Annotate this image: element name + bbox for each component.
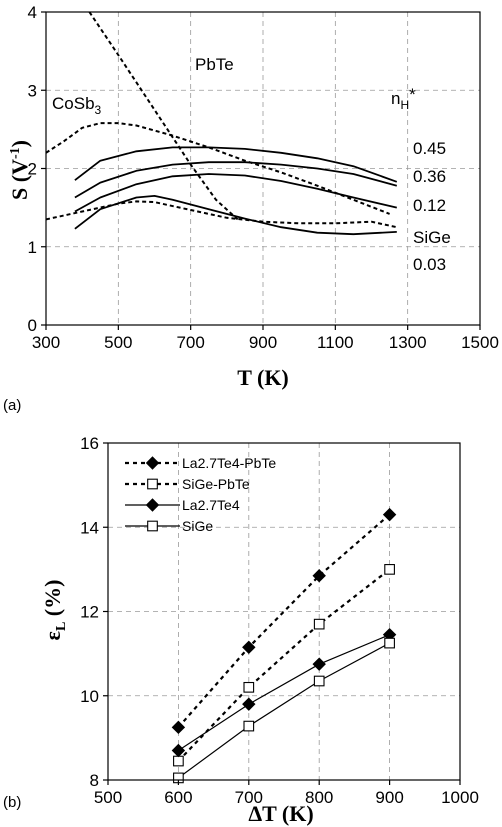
- panel-b-data-point: [243, 720, 255, 732]
- panel-a-y-tick-label: 2: [28, 160, 37, 179]
- panel-b-x-tick-label: 1000: [441, 788, 479, 807]
- legend-marker: [145, 498, 160, 512]
- label-nh-0-45: 0.45: [413, 139, 446, 158]
- legend-marker: [145, 456, 160, 470]
- legend-label: SiGe: [182, 518, 213, 534]
- label-nh-0-12: 0.12: [413, 196, 446, 215]
- panel-a-series-line-6: [88, 12, 239, 221]
- panel-a-y-tick-label: 0: [28, 316, 37, 335]
- legend-entry-2: SiGe-PbTe: [125, 476, 250, 492]
- panel-a-y-ticks: 0 1 2 3 4: [28, 3, 46, 335]
- panel-b-x-axis-label: ΔT (K): [248, 801, 313, 826]
- legend-entry-3: La2.7Te4: [125, 497, 240, 513]
- label-nh-0-36: 0.36: [413, 167, 446, 186]
- panel-a-x-tick-label: 900: [249, 333, 277, 352]
- legend-label: La2.7Te4: [182, 497, 240, 513]
- panel-a-series-line-4: [74, 194, 397, 236]
- panel-a-x-tick-label: 700: [176, 333, 204, 352]
- panel-b-data-point: [313, 618, 325, 630]
- panel-b-y-tick-label: 8: [90, 771, 99, 790]
- legend-marker: [147, 520, 158, 532]
- panel-a-x-tick-label: 500: [104, 333, 132, 352]
- panel-a-x-tick-label: 300: [32, 333, 60, 352]
- panel-a-y-tick-label: 1: [28, 238, 37, 257]
- panel-b-data-point: [312, 657, 326, 671]
- legend-label: La2.7Te4-PbTe: [182, 455, 276, 471]
- label-sige: SiGe: [413, 228, 451, 247]
- panel-b-y-tick-label: 14: [80, 518, 99, 537]
- panel-b-y-tick-label: 10: [80, 687, 99, 706]
- label-nh-0-03: 0.03: [413, 255, 446, 274]
- panel-b-series-line-2: [177, 568, 391, 762]
- legend-entry-4: SiGe: [125, 518, 213, 534]
- legend-marker: [147, 478, 158, 490]
- panel-b-x-tick-label: 500: [94, 788, 122, 807]
- panel-b-y-tick-label: 12: [80, 603, 99, 622]
- panel-b-series-line-3: [178, 634, 390, 752]
- panel-a-x-tick-label: 1100: [317, 333, 354, 352]
- panel-b-label: (b): [3, 794, 21, 811]
- panel-b-y-tick-label: 16: [80, 434, 99, 453]
- panel-b-data-point: [382, 507, 397, 522]
- legend-label: SiGe-PbTe: [182, 476, 250, 492]
- panel-a-x-tick-label: 1300: [389, 333, 427, 352]
- panel-b: 500 600 700 800 900 1000 8 10 12 14 16 La2.7Te4-P…: [3, 434, 479, 826]
- panel-b-data-point: [243, 681, 255, 693]
- panel-b-data-point: [173, 755, 184, 767]
- panel-b-series: [171, 507, 397, 784]
- label-cosb3: CoSb3: [52, 94, 102, 117]
- label-nh-header: nH*: [391, 85, 416, 112]
- panel-a-series-line-2: [74, 161, 398, 199]
- panel-a-x-tick-label: 1500: [461, 333, 499, 352]
- panel-b-data-point: [242, 697, 256, 711]
- panel-a-y-tick-label: 4: [28, 3, 37, 22]
- panel-b-grid: [108, 443, 460, 780]
- panel-b-series-line-4: [178, 642, 390, 779]
- panel-a-y-tick-label: 3: [28, 81, 37, 100]
- panel-b-data-point: [171, 720, 186, 735]
- panel-b-x-tick-label: 600: [164, 788, 192, 807]
- panel-b-y-axis-label: εL (%): [40, 580, 69, 641]
- panel-b-data-point: [312, 568, 326, 583]
- panel-a-x-ticks: 300 500 700 900 1100 1300 1500: [32, 325, 499, 352]
- panel-b-legend: La2.7Te4-PbTe SiGe-PbTe La2.7Te4 SiGe: [125, 455, 276, 534]
- legend-entry-1: La2.7Te4-PbTe: [125, 455, 276, 471]
- panel-a-series-line-3: [74, 173, 398, 213]
- panel-b-data-point: [384, 564, 395, 575]
- panel-b-y-ticks: 8 10 12 14 16: [80, 434, 108, 790]
- panel-a-series-line-1: [74, 146, 398, 183]
- label-pbte: PbTe: [195, 55, 234, 74]
- panel-b-x-tick-label: 900: [375, 788, 403, 807]
- panel-b-data-point: [171, 743, 186, 758]
- panel-a-series: [46, 12, 398, 236]
- panel-b-x-tick-label: 700: [235, 788, 263, 807]
- panel-a-grid: [46, 12, 480, 325]
- panel-a: 300 500 700 900 1100 1300 1500 0 1 2 3 4 PbTe CoSb…: [3, 3, 499, 414]
- panel-b-data-point: [242, 640, 256, 655]
- panel-b-data-point: [313, 675, 325, 687]
- panel-b-x-tick-label: 800: [305, 788, 333, 807]
- panel-b-data-point: [384, 637, 395, 649]
- panel-a-x-axis-label: T (K): [237, 365, 289, 390]
- panel-a-label: (a): [3, 397, 21, 414]
- panel-b-x-ticks: 500 600 700 800 900 1000: [94, 780, 479, 807]
- panel-a-y-axis-label: S (V-1): [7, 140, 32, 200]
